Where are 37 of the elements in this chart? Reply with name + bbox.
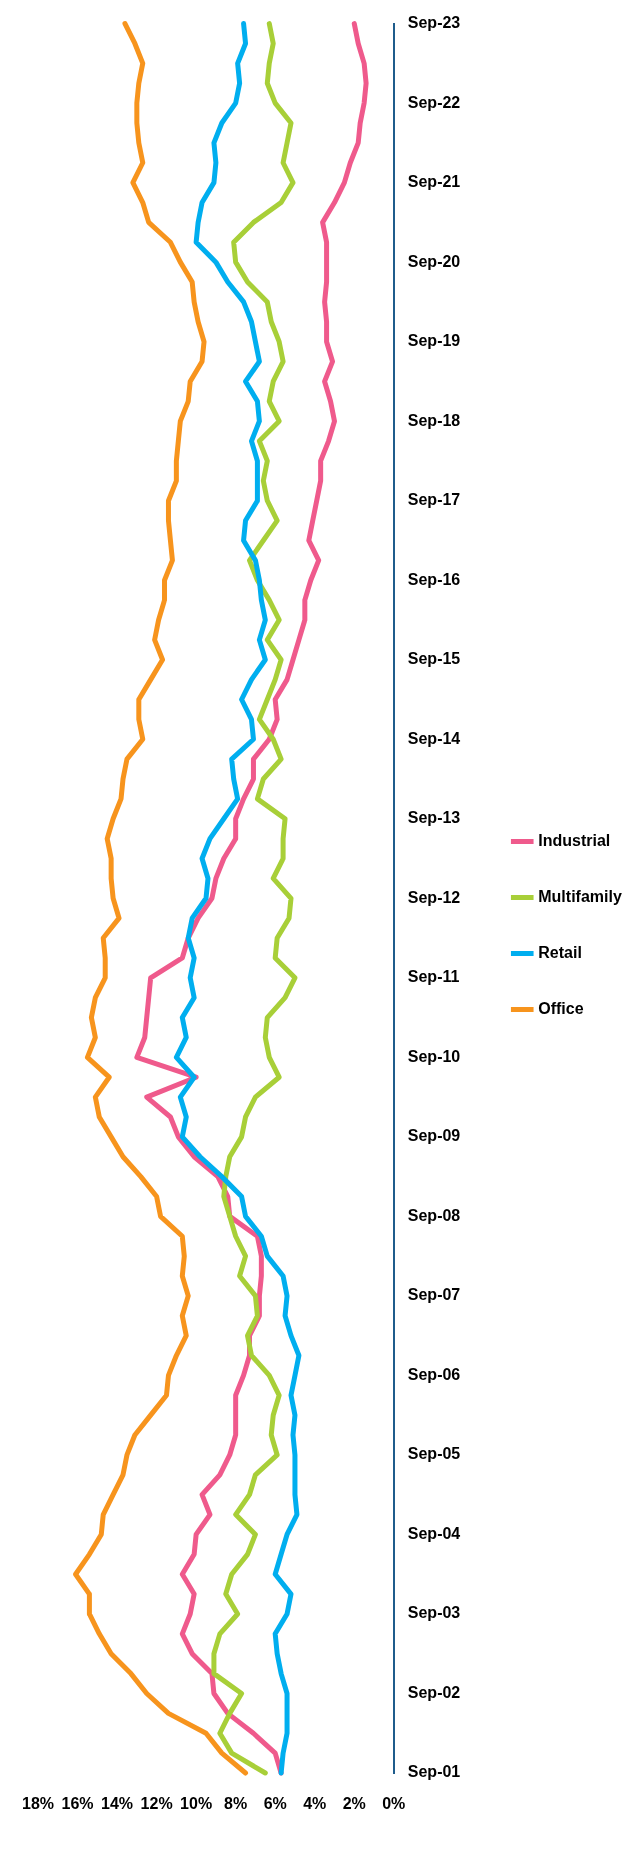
x-tick-label: 4% [303, 1795, 327, 1813]
y-tick-label: Sep-05 [407, 1445, 461, 1463]
y-tick-label: Sep-10 [407, 1047, 461, 1065]
legend-label: Office [538, 999, 584, 1017]
x-tick-label: 6% [263, 1795, 287, 1813]
y-tick-label: Sep-15 [407, 650, 461, 668]
y-tick-label: Sep-19 [407, 332, 461, 350]
y-tick-label: Sep-09 [407, 1127, 461, 1145]
legend-label: Retail [538, 943, 582, 961]
legend-label: Industrial [538, 831, 611, 849]
y-tick-label: Sep-03 [407, 1604, 461, 1622]
x-tick-label: 16% [61, 1795, 94, 1813]
x-tick-label: 8% [224, 1795, 248, 1813]
x-tick-label: 10% [180, 1795, 213, 1813]
y-tick-label: Sep-08 [407, 1206, 461, 1224]
y-tick-label: Sep-11 [407, 968, 460, 986]
y-tick-label: Sep-16 [407, 570, 461, 588]
y-tick-label: Sep-01 [407, 1763, 461, 1781]
y-tick-label: Sep-23 [407, 14, 461, 32]
x-tick-label: 14% [101, 1795, 134, 1813]
x-tick-label: 0% [382, 1795, 406, 1813]
y-tick-label: Sep-21 [407, 173, 461, 191]
x-tick-label: 12% [140, 1795, 173, 1813]
y-tick-label: Sep-18 [407, 411, 461, 429]
y-tick-label: Sep-04 [407, 1524, 461, 1542]
y-tick-label: Sep-13 [407, 809, 461, 827]
y-tick-label: Sep-02 [407, 1683, 461, 1701]
y-tick-label: Sep-07 [407, 1286, 461, 1304]
y-tick-label: Sep-20 [407, 252, 461, 270]
y-tick-label: Sep-14 [407, 729, 461, 747]
x-tick-label: 2% [342, 1795, 366, 1813]
y-tick-label: Sep-22 [407, 93, 461, 111]
y-tick-label: Sep-17 [407, 491, 461, 509]
y-tick-label: Sep-06 [407, 1365, 461, 1383]
legend-label: Multifamily [538, 887, 622, 905]
x-tick-label: 18% [22, 1795, 55, 1813]
y-tick-label: Sep-12 [407, 888, 461, 906]
